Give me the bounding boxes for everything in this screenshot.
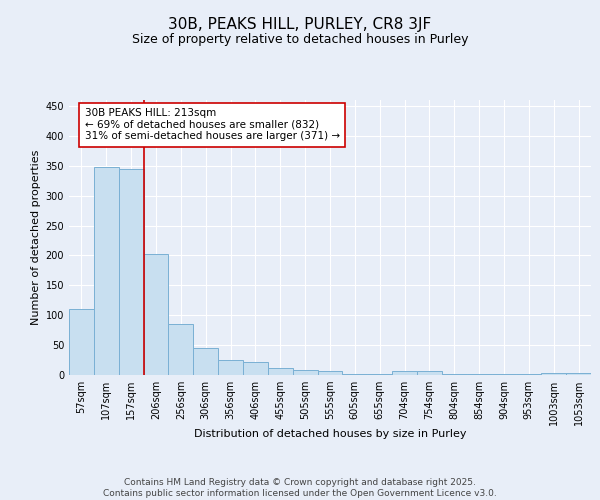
Bar [169, 324, 193, 375]
Bar [143, 254, 169, 375]
Bar [541, 373, 566, 375]
Bar [367, 374, 392, 375]
Y-axis label: Number of detached properties: Number of detached properties [31, 150, 41, 325]
Bar [317, 372, 343, 375]
Bar [392, 371, 417, 375]
Bar [69, 309, 94, 375]
Bar [417, 371, 442, 375]
Text: Size of property relative to detached houses in Purley: Size of property relative to detached ho… [132, 32, 468, 46]
X-axis label: Distribution of detached houses by size in Purley: Distribution of detached houses by size … [194, 430, 466, 440]
Bar [268, 368, 293, 375]
Bar [343, 374, 367, 375]
Text: 30B, PEAKS HILL, PURLEY, CR8 3JF: 30B, PEAKS HILL, PURLEY, CR8 3JF [169, 18, 431, 32]
Text: 30B PEAKS HILL: 213sqm
← 69% of detached houses are smaller (832)
31% of semi-de: 30B PEAKS HILL: 213sqm ← 69% of detached… [85, 108, 340, 142]
Bar [467, 374, 491, 375]
Bar [193, 348, 218, 375]
Bar [243, 362, 268, 375]
Bar [94, 167, 119, 375]
Bar [218, 360, 243, 375]
Bar [566, 373, 591, 375]
Bar [442, 374, 467, 375]
Bar [293, 370, 317, 375]
Bar [491, 374, 517, 375]
Text: Contains HM Land Registry data © Crown copyright and database right 2025.
Contai: Contains HM Land Registry data © Crown c… [103, 478, 497, 498]
Bar [119, 170, 143, 375]
Bar [517, 374, 541, 375]
